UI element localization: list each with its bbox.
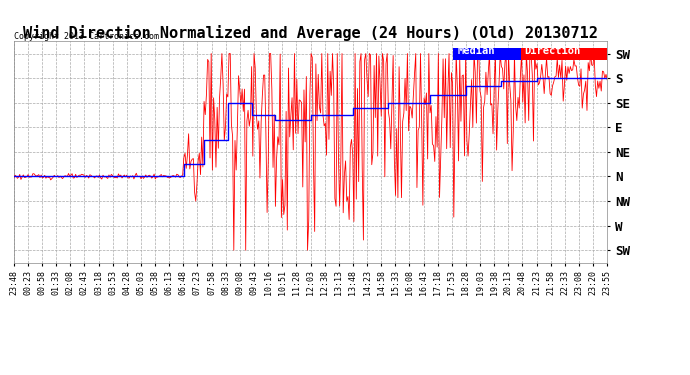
FancyBboxPatch shape — [521, 48, 607, 60]
FancyBboxPatch shape — [453, 48, 521, 60]
Text: Direction: Direction — [524, 45, 580, 56]
Text: Copyright 2013 Cartronics.com: Copyright 2013 Cartronics.com — [14, 32, 159, 41]
Text: Median: Median — [457, 45, 495, 56]
Title: Wind Direction Normalized and Average (24 Hours) (Old) 20130712: Wind Direction Normalized and Average (2… — [23, 25, 598, 41]
